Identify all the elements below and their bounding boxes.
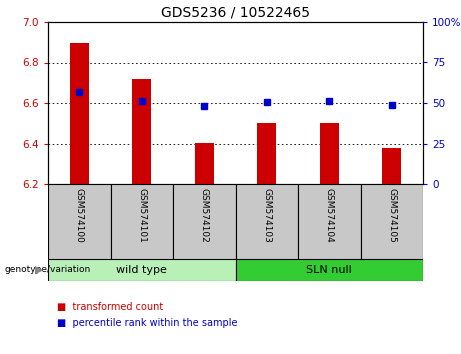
Text: GSM574105: GSM574105 — [387, 188, 396, 242]
Bar — [111, 184, 173, 259]
Bar — [173, 184, 236, 259]
Text: GSM574102: GSM574102 — [200, 188, 209, 242]
Text: GSM574100: GSM574100 — [75, 188, 84, 242]
Bar — [48, 184, 111, 259]
Text: wild type: wild type — [116, 265, 167, 275]
Bar — [195, 143, 213, 184]
Text: GSM574104: GSM574104 — [325, 188, 334, 242]
Text: ■  transformed count: ■ transformed count — [57, 302, 164, 312]
Text: SLN null: SLN null — [307, 265, 352, 275]
Bar — [48, 259, 236, 281]
Bar — [298, 184, 361, 259]
Bar — [320, 123, 339, 184]
Text: ■  percentile rank within the sample: ■ percentile rank within the sample — [57, 318, 238, 328]
Bar — [382, 148, 401, 184]
Text: ▶: ▶ — [35, 265, 43, 275]
Text: GSM574101: GSM574101 — [137, 188, 146, 242]
Bar — [70, 43, 89, 184]
Bar — [361, 184, 423, 259]
Bar — [236, 184, 298, 259]
Text: genotype/variation: genotype/variation — [5, 266, 91, 274]
Text: GSM574103: GSM574103 — [262, 188, 271, 242]
Bar — [132, 79, 151, 184]
Title: GDS5236 / 10522465: GDS5236 / 10522465 — [161, 5, 310, 19]
Bar — [236, 259, 423, 281]
Bar — [257, 123, 276, 184]
